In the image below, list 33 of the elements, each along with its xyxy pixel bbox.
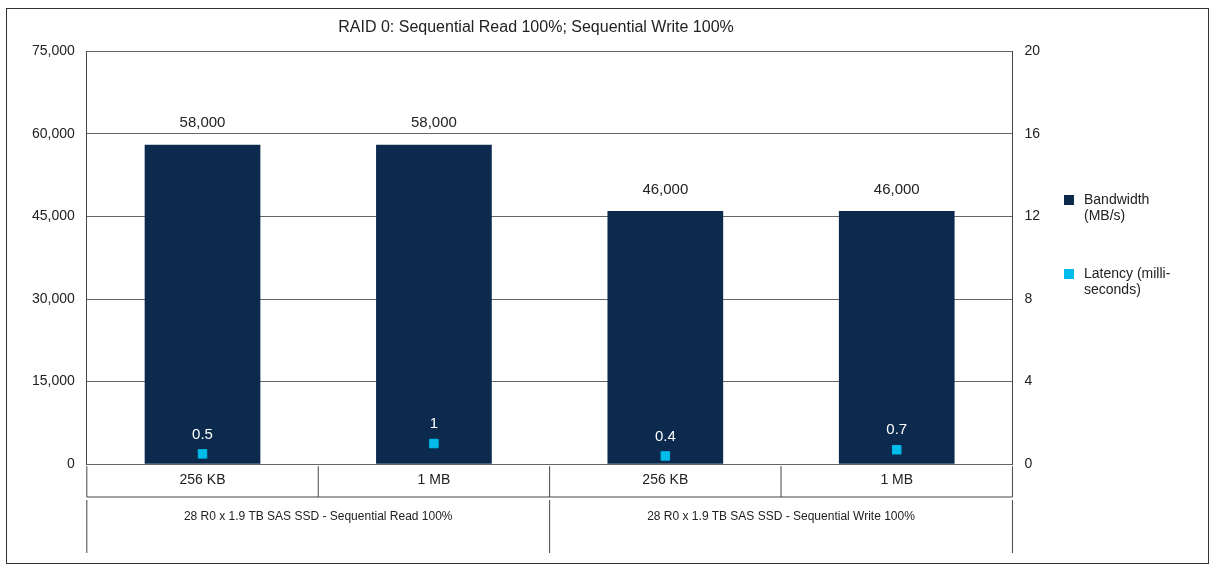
x-tick-label: 1 MB: [880, 471, 914, 488]
legend-label: Bandwidth (MB/s): [1084, 191, 1151, 224]
data-label: 1: [429, 414, 439, 432]
point: [429, 438, 439, 449]
y-tick-label: 45,000: [31, 207, 76, 224]
y-tick-label: 15,000: [31, 372, 76, 389]
x-tick-label: 256 KB: [179, 471, 226, 488]
text: 28 R0 x 1.9 TB SAS SSD - Sequential Write 100%: [647, 509, 916, 524]
y2-tick-label: 12: [1024, 207, 1041, 224]
data-label: 46,000: [873, 179, 920, 197]
y-tick-label: 60,000: [31, 124, 76, 141]
chart-title: RAID 0: Sequential Read 100%; Sequential Write 100%: [338, 18, 734, 36]
y-tick-label: 75,000: [31, 42, 76, 59]
point: [660, 451, 671, 461]
y-tick-label: 0: [67, 455, 76, 472]
x-tick-label: 1 MB: [417, 471, 451, 488]
legend-label: Latency (milli-seconds): [1084, 265, 1172, 298]
data-label: 58,000: [410, 113, 457, 131]
data-label: 58,000: [179, 113, 226, 131]
data-label: 0.5: [192, 424, 213, 442]
point: [891, 445, 902, 455]
y2-tick-label: 4: [1024, 372, 1033, 389]
data-label: 0.4: [654, 426, 676, 444]
text: 28 R0 x 1.9 TB SAS SSD - Sequential Read 100%: [183, 509, 453, 524]
y2-tick-label: 20: [1024, 42, 1041, 59]
x-tick-label: 256 KB: [642, 471, 689, 488]
data-label: 46,000: [642, 179, 689, 197]
y2-tick-label: 0: [1024, 455, 1033, 472]
point: [197, 449, 208, 459]
data-label: 0.7: [886, 420, 908, 438]
y-tick-label: 30,000: [31, 289, 76, 306]
y2-tick-label: 8: [1024, 289, 1033, 306]
y2-tick-label: 16: [1024, 124, 1041, 141]
